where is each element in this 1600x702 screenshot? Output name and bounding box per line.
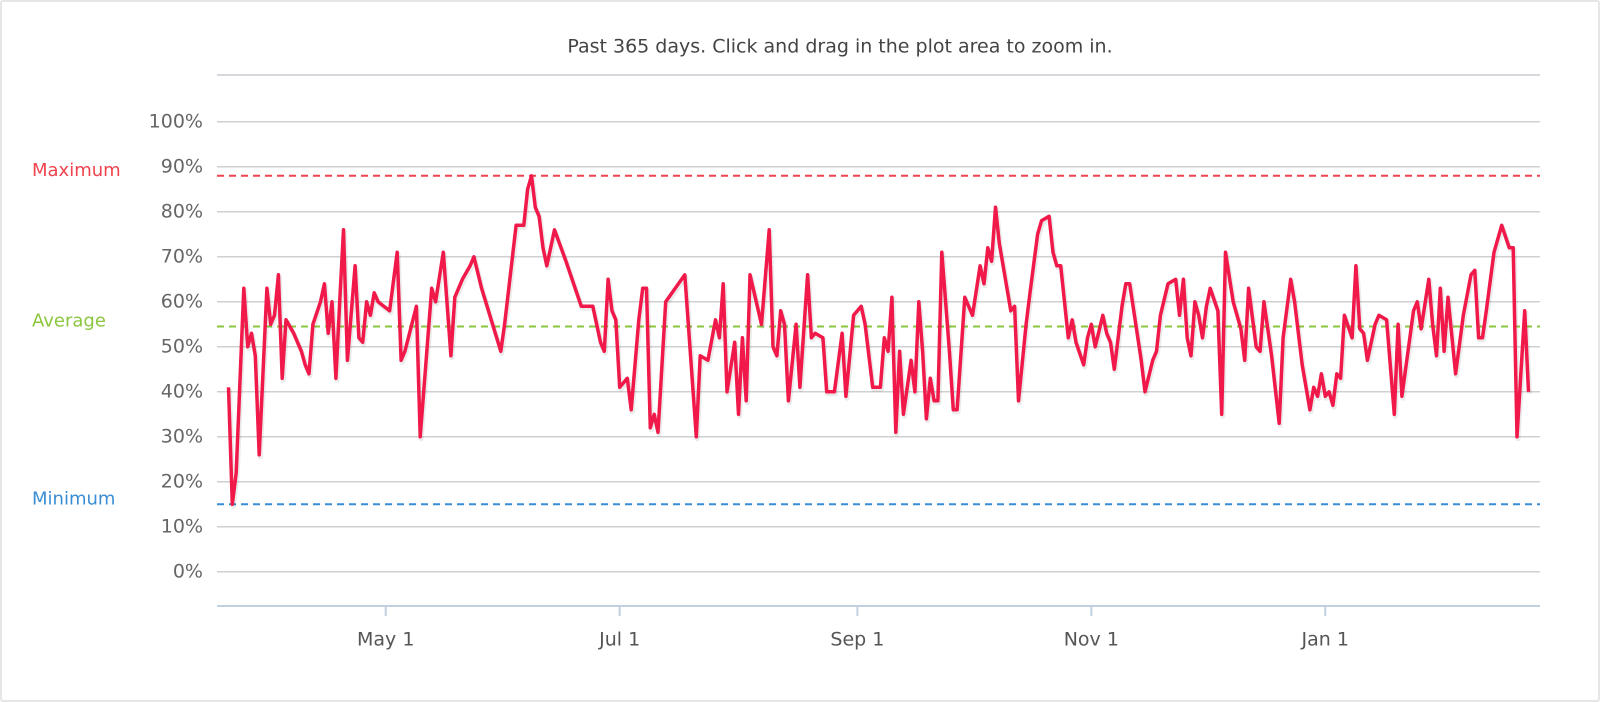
y-tick-label: 70% <box>161 245 203 267</box>
y-tick-label: 80% <box>161 200 203 222</box>
y-tick-label: 60% <box>161 290 203 312</box>
x-tick-label: Sep 1 <box>830 629 884 651</box>
y-tick-label: 10% <box>161 515 203 537</box>
series-shadow <box>227 175 1532 509</box>
chart-title: Past 365 days. Click and drag in the plo… <box>567 36 1112 58</box>
y-tick-label: 30% <box>161 425 203 447</box>
series-line <box>226 174 1531 507</box>
y-tick-label: 100% <box>149 110 203 132</box>
plot-line-label: Average <box>32 311 106 332</box>
x-tick-label: Nov 1 <box>1064 629 1119 651</box>
x-tick-label: Jul 1 <box>598 629 640 651</box>
plot-line-label: Maximum <box>32 160 121 181</box>
y-tick-label: 40% <box>161 380 203 402</box>
y-tick-label: 0% <box>173 560 203 582</box>
y-tick-label: 20% <box>161 470 203 492</box>
y-tick-label: 50% <box>161 335 203 357</box>
x-tick-label: Jan 1 <box>1301 629 1349 651</box>
x-tick-label: May 1 <box>357 629 414 651</box>
plot-line-label: Minimum <box>32 488 115 509</box>
y-tick-label: 90% <box>161 155 203 177</box>
